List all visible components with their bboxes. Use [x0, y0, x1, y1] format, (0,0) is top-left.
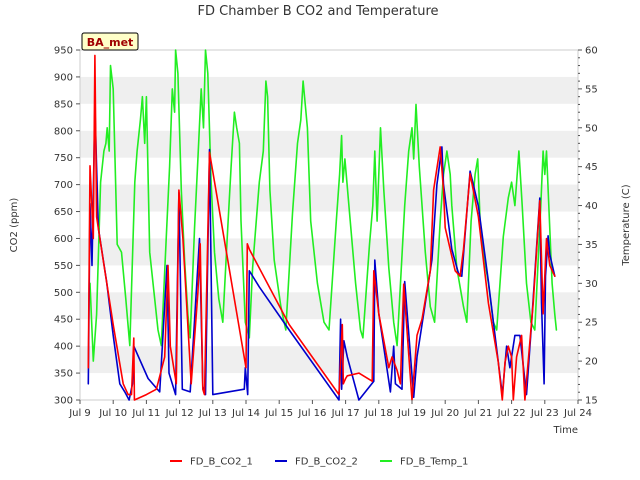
- y-tick-label: 750: [54, 153, 73, 164]
- grid-band: [80, 238, 578, 266]
- y-axis-right: 15 20 25 30 35 40 45 50 55 60: [578, 46, 598, 407]
- y-axis-left: 300 350 400 450 500 550 600 650 700 750 800 850 900 9…: [54, 46, 80, 407]
- legend-label: FD_B_Temp_1: [400, 457, 468, 468]
- x-tick-label: Jul 20: [430, 408, 459, 419]
- x-axis: Jul 9 Jul 10 Jul 11 Jul 12 Jul 13 Jul 14 Jul 1…: [68, 400, 592, 419]
- plot-area-frame: [79, 49, 579, 401]
- y-tick-label: 300: [54, 396, 73, 407]
- x-tick-label: Jul 21: [463, 408, 492, 419]
- x-tick-label: Jul 16: [297, 408, 326, 419]
- x-tick-label: Jul 22: [497, 408, 526, 419]
- y2-tick-label: 30: [585, 279, 598, 290]
- y-tick-label: 350: [54, 369, 73, 380]
- site-badge: BA_met: [81, 32, 139, 51]
- grid-band: [80, 76, 578, 104]
- grid-bands: [80, 76, 578, 374]
- legend-label: FD_B_CO2_2: [295, 457, 358, 468]
- series-line-fd-b-co2-1: [87, 54, 556, 401]
- x-tick-label: Jul 17: [331, 408, 360, 419]
- x-tick-label: Jul 13: [198, 408, 227, 419]
- x-tick-label: Jul 15: [264, 408, 293, 419]
- legend-label: FD_B_CO2_1: [190, 457, 253, 468]
- legend: FD_B_CO2_1 FD_B_CO2_2 FD_B_Temp_1: [170, 457, 468, 468]
- x-tick-label: Jul 19: [397, 408, 426, 419]
- y-tick-label: 850: [54, 99, 73, 110]
- y-tick-label: 450: [54, 315, 73, 326]
- y-axis-title: CO2 (ppm): [9, 198, 20, 253]
- series-line-fd-b-co2-2: [87, 105, 556, 401]
- y2-tick-label: 55: [585, 84, 598, 95]
- x-tick-label: Jul 12: [165, 408, 194, 419]
- site-badge-box: [81, 32, 139, 51]
- y-tick-label: 500: [54, 288, 73, 299]
- x-tick-label: Jul 23: [530, 408, 559, 419]
- y-tick-label: 900: [54, 72, 73, 83]
- grid-band: [80, 130, 578, 158]
- chart-title: FD Chamber B CO2 and Temperature: [198, 4, 439, 19]
- x-axis-title: Time: [553, 425, 578, 436]
- x-tick-label: Jul 10: [98, 408, 127, 419]
- y2-tick-label: 45: [585, 162, 598, 173]
- y2-tick-label: 50: [585, 123, 598, 134]
- y2-axis-title: Temperature (C): [621, 184, 632, 266]
- x-tick-label: Jul 24: [563, 408, 592, 419]
- y-tick-label: 550: [54, 261, 73, 272]
- y2-tick-label: 40: [585, 201, 598, 212]
- y-tick-label: 650: [54, 207, 73, 218]
- y2-tick-label: 15: [585, 396, 598, 407]
- y-tick-label: 400: [54, 342, 73, 353]
- x-tick-label: Jul 14: [231, 408, 260, 419]
- site-badge-label: BA_met: [87, 36, 134, 49]
- grid-band: [80, 184, 578, 212]
- grid-band: [80, 346, 578, 374]
- y-tick-label: 600: [54, 234, 73, 245]
- x-tick-label: Jul 18: [364, 408, 393, 419]
- y2-tick-label: 35: [585, 240, 598, 251]
- y-tick-label: 700: [54, 180, 73, 191]
- y2-tick-label: 20: [585, 357, 598, 368]
- x-tick-label: Jul 9: [68, 408, 91, 419]
- y-tick-label: 950: [54, 46, 73, 57]
- y-tick-label: 800: [54, 126, 73, 137]
- x-tick-label: Jul 11: [131, 408, 160, 419]
- y2-tick-label: 25: [585, 318, 598, 329]
- y2-tick-label: 60: [585, 46, 598, 57]
- series-line-fd-b-temp-1: [89, 49, 558, 362]
- series-layer: [87, 49, 558, 401]
